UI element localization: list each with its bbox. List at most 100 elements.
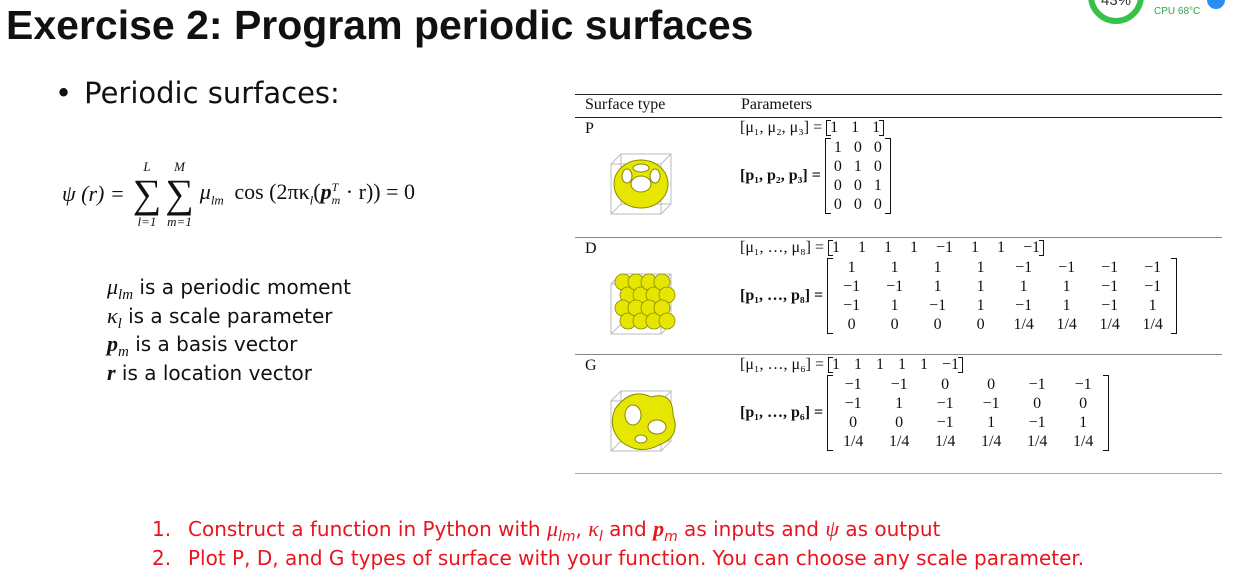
- header-cell: Parameters: [741, 96, 813, 113]
- matrix-cell: 1: [890, 297, 899, 314]
- matrix-cell: −1: [886, 278, 904, 295]
- matrix-cell: 1/4: [1099, 316, 1120, 333]
- mu-value: 1: [858, 239, 866, 256]
- surface-type: P: [585, 120, 594, 137]
- matrix-cell: 0: [849, 414, 858, 431]
- matrix-row: 1 1 1 1 −1 −1 −1 −1: [830, 258, 1174, 277]
- rule: [575, 473, 1222, 474]
- surface-hole: [632, 163, 650, 173]
- badge-icon: [1207, 0, 1225, 9]
- matrix-cell: −1: [1144, 259, 1162, 276]
- matrix-cell: −1: [929, 297, 947, 314]
- matrix-cell: 0: [853, 139, 862, 156]
- badge-cpu: CPU 68°C: [1154, 6, 1200, 17]
- matrix-row: −1 −1 1 1 1 1 −1 −1: [830, 277, 1174, 296]
- sum: L ∑ l=1: [133, 160, 162, 228]
- matrix-table: 1 1 1 1 −1 −1 −1 −1 −1 −1 1 1 1 1 −1 −1 −1 1 −1 1 −1 1 −1 1 0 0 0 0…: [830, 258, 1174, 334]
- eq-lhs: ψ (r) =: [62, 181, 125, 206]
- matrix-cell: 1: [1062, 297, 1071, 314]
- mu-value: −1: [942, 356, 960, 373]
- task-text: as inputs and: [677, 517, 826, 541]
- task-math: ψ: [825, 516, 839, 541]
- matrix-row: 0 0 −1 1 −1 1: [830, 413, 1106, 432]
- surface-hole: [649, 168, 661, 184]
- matrix-cell: 0: [976, 316, 985, 333]
- definition: pm is a basis vector: [107, 331, 297, 361]
- mu-value: 1: [832, 239, 840, 256]
- matrix-cell: 0: [833, 196, 842, 213]
- surface-image: [610, 153, 672, 215]
- surface-hole: [634, 434, 648, 444]
- sum-sign: ∑: [165, 171, 194, 216]
- def-symbol: κ: [107, 303, 118, 328]
- def-sub: m: [118, 344, 129, 360]
- matrix-cell: 1/4: [888, 433, 910, 450]
- rule: [575, 237, 1222, 238]
- matrix-cell: −1: [1144, 278, 1162, 295]
- rule: [575, 94, 1222, 95]
- def-text: is a basis vector: [135, 332, 298, 356]
- matrix-row: −1 −1 0 0 −1 −1: [830, 375, 1106, 394]
- matrix-cell: 0: [833, 158, 842, 175]
- mu-value: 1: [898, 356, 906, 373]
- matrix-cell: 1: [1079, 414, 1088, 431]
- eq-part: m: [331, 193, 341, 208]
- task: 2. Plot P, D, and G types of surface with…: [152, 546, 1084, 570]
- matrix-row: 1/4 1/4 1/4 1/4 1/4 1/4: [830, 432, 1106, 451]
- surface-image: [610, 273, 676, 335]
- table-row: G [μ₁, …, μ₆] = 1 1 1 1 1 −1 [p₁, …, p₆] = −1 −1 0 0…: [575, 355, 1222, 473]
- matrix-cell: 1: [933, 278, 942, 295]
- mu-value: −1: [936, 239, 954, 256]
- matrix-cell: 0: [987, 376, 996, 393]
- def-text: is a location vector: [121, 361, 313, 385]
- eq-part: μ: [199, 179, 211, 205]
- p-line: [p₁, p₂, p₃] = 1 0 0 0 1 0 0 0 1 0 0 0: [740, 138, 891, 214]
- matrix-cell: −1: [936, 395, 954, 412]
- matrix-cell: 1: [853, 158, 862, 175]
- matrix-cell: −1: [890, 376, 908, 393]
- p-label: [p₁, …, p₆] =: [740, 404, 824, 421]
- cube-frame: [610, 390, 672, 452]
- matrix-cell: 1/4: [1142, 316, 1163, 333]
- surface-hole: [630, 175, 652, 193]
- matrix-cell: 1/4: [1013, 316, 1034, 333]
- definition: μlm is a periodic moment: [107, 274, 351, 304]
- matrix-row: 0 0 0 0 1/4 1/4 1/4 1/4: [830, 315, 1174, 334]
- rule: [575, 354, 1222, 355]
- matrix-cell: 1: [833, 139, 842, 156]
- table-row: P [μ₁, μ₂, μ₃] = 1 1 1 [p₁, p₂, p₃] = 1 0 0 0 1 0 0 0…: [575, 118, 1222, 237]
- matrix-cell: 1: [847, 259, 856, 276]
- matrix-table: −1 −1 0 0 −1 −1 −1 1 −1 −1 0 0 0 0 −1 1 −1 1 1/4 1/4 1/4 1/4 1…: [830, 375, 1106, 451]
- matrix-cell: −1: [1015, 259, 1033, 276]
- def-text: is a scale parameter: [128, 304, 333, 328]
- matrix-cell: 1/4: [1056, 316, 1077, 333]
- mu-value: 1: [920, 356, 928, 373]
- rule: [575, 117, 1222, 118]
- matrix-cell: −1: [1015, 297, 1033, 314]
- matrix-cell: 1: [895, 395, 904, 412]
- matrix-cell: 0: [933, 316, 942, 333]
- badge-percent: 43%: [1101, 0, 1131, 9]
- task-number: 2.: [152, 546, 172, 570]
- mu-value: 1: [997, 239, 1006, 256]
- mu-line: [μ₁, …, μ₆] = 1 1 1 1 1 −1: [740, 356, 964, 374]
- sum-sign: ∑: [132, 171, 162, 216]
- definition: κl is a scale parameter: [107, 303, 333, 333]
- sum-bottom: l=1: [137, 214, 157, 229]
- task: 1. Construct a function in Python with μl…: [152, 516, 940, 545]
- matrix-cell: 0: [847, 316, 856, 333]
- mu-value: 1: [851, 119, 860, 136]
- mu-value: 1: [872, 119, 881, 136]
- matrix-cell: 1/4: [980, 433, 1002, 450]
- def-sub: l: [117, 316, 122, 332]
- p-matrix: 1 1 1 1 −1 −1 −1 −1 −1 −1 1 1 1 1 −1 −1 −1 1 −1 1 −1 1 −1 1 0 0 0 0…: [827, 258, 1178, 334]
- matrix-cell: 1/4: [842, 433, 864, 450]
- mu-value: 1: [971, 239, 980, 256]
- status-badge: 43% CPU 68°C: [1088, 0, 1225, 24]
- matrix-cell: 1: [873, 177, 882, 194]
